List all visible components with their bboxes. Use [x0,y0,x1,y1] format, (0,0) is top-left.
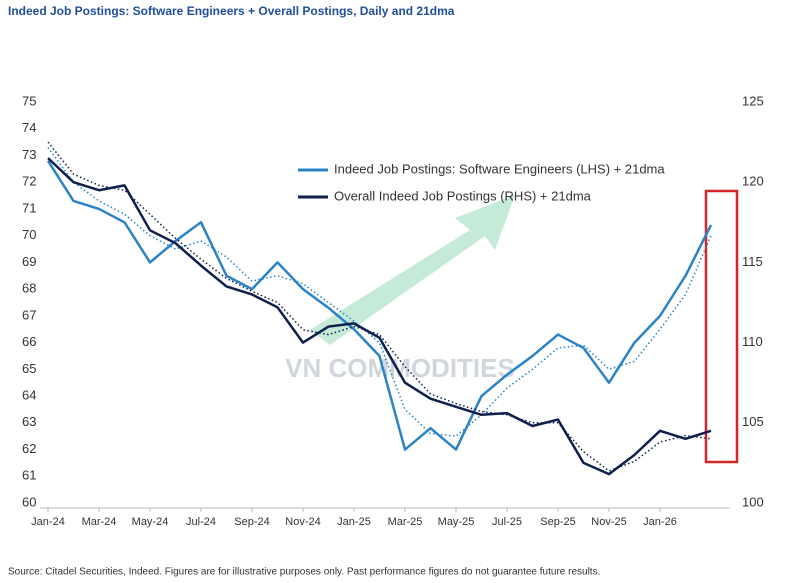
x-tick-label: Nov-25 [591,516,626,528]
y-tick-label: 75 [22,93,36,108]
x-tick-label: Sep-25 [540,516,575,528]
y-tick-label: 69 [22,254,36,269]
y-tick-label: 70 [22,227,36,242]
x-tick-label: Nov-24 [285,516,320,528]
y-tick-label: 60 [22,494,36,509]
y2-tick-label: 100 [742,494,764,509]
source-note: Source: Citadel Securities, Indeed. Figu… [8,567,600,578]
x-tick-label: May-24 [132,516,169,528]
y-tick-label: 68 [22,281,36,296]
x-tick-label: Jul-25 [492,516,522,528]
x-tick-label: Jan-26 [643,516,677,528]
y-tick-label: 71 [22,200,36,215]
x-tick-label: Jul-24 [186,516,216,528]
ma-line [47,141,712,472]
y-tick-label: 63 [22,414,36,429]
y2-tick-label: 110 [742,334,763,349]
y-tick-label: 66 [22,334,36,349]
x-tick-label: Mar-25 [388,516,423,528]
arrow-decoration [310,195,515,345]
x-tick-label: Jan-25 [337,516,371,528]
y-tick-label: 62 [22,441,36,456]
y-tick-label: 74 [22,120,36,135]
y2-tick-label: 120 [742,174,764,189]
series-line [47,157,712,476]
x-tick-label: Sep-24 [234,516,269,528]
y2-tick-label: 115 [742,254,763,269]
legend-label: Indeed Job Postings: Software Engineers … [334,161,665,176]
y2-tick-label: 105 [742,414,764,429]
legend-label: Overall Indeed Job Postings (RHS) + 21dm… [334,188,592,203]
y-tick-label: 72 [22,174,36,189]
highlight-box [704,189,739,464]
x-tick-label: May-25 [438,516,475,528]
x-tick-label: Jan-24 [31,516,65,528]
y-tick-label: 61 [22,468,36,483]
y-tick-label: 73 [22,147,36,162]
y-tick-label: 65 [22,361,36,376]
y-tick-label: 64 [22,388,36,403]
chart-title: Indeed Job Postings: Software Engineers … [8,4,455,18]
watermark: VN COMMODITIES [285,353,515,383]
y2-tick-label: 125 [742,93,764,108]
y-tick-label: 67 [22,307,36,322]
x-tick-label: Mar-24 [82,516,117,528]
series-line [46,160,713,451]
